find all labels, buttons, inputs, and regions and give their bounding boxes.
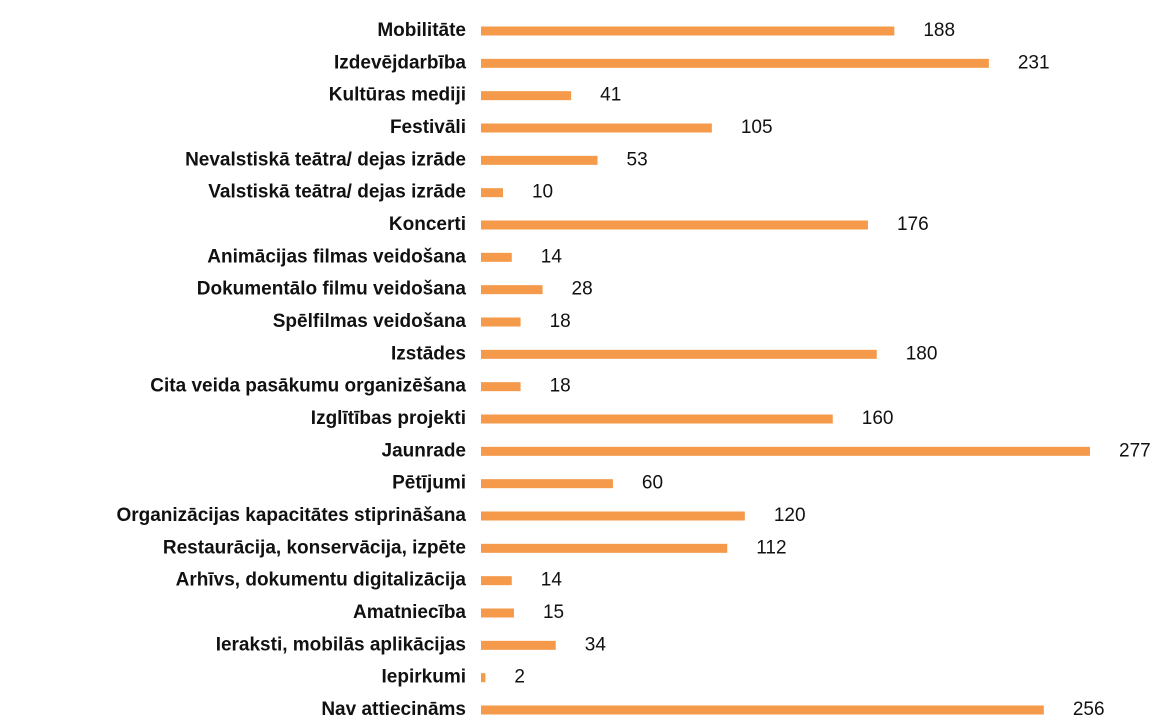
value-label: 160	[862, 408, 894, 429]
bar	[481, 220, 868, 230]
bar	[481, 188, 503, 198]
bar	[481, 705, 1044, 715]
value-label: 176	[897, 214, 929, 235]
category-label: Festivāli	[390, 117, 466, 138]
value-label: 18	[550, 376, 571, 397]
category-label: Restaurācija, konservācija, izpēte	[163, 537, 466, 558]
bar	[481, 252, 512, 262]
bar	[481, 446, 1090, 456]
category-label: Izglītības projekti	[311, 408, 466, 429]
value-label: 14	[541, 570, 563, 591]
bar	[481, 640, 556, 650]
category-label: Dokumentālo filmu veidošana	[197, 279, 467, 300]
category-label: Nevalstiskā teātra/ dejas izrāde	[185, 149, 466, 170]
value-label: 41	[600, 85, 621, 106]
value-label: 180	[906, 343, 938, 364]
value-label: 120	[774, 505, 806, 526]
category-label: Spēlfilmas veidošana	[273, 311, 467, 332]
bar	[481, 479, 613, 489]
category-label: Kultūras mediji	[329, 85, 466, 106]
value-label: 18	[550, 311, 571, 332]
category-label: Ieraksti, mobilās aplikācijas	[216, 634, 466, 655]
category-label: Izstādes	[391, 343, 466, 364]
category-label: Nav attiecināms	[321, 699, 466, 718]
value-label: 231	[1018, 52, 1050, 73]
category-label: Amatniecība	[353, 602, 466, 623]
category-label: Pētījumi	[392, 473, 466, 494]
bar	[481, 608, 514, 618]
value-label: 2	[514, 667, 525, 688]
category-label: Organizācijas kapacitātes stiprināšana	[116, 505, 466, 526]
category-label: Jaunrade	[382, 440, 466, 461]
bar	[481, 155, 598, 165]
bar	[481, 123, 712, 133]
category-label: Koncerti	[389, 214, 466, 235]
value-label: 15	[543, 602, 564, 623]
bar	[481, 414, 833, 424]
bar	[481, 317, 521, 327]
value-label: 105	[741, 117, 773, 138]
category-label: Arhīvs, dokumentu digitalizācija	[176, 570, 467, 591]
value-label: 53	[627, 149, 648, 170]
value-label: 10	[532, 182, 553, 203]
value-label: 34	[585, 634, 607, 655]
category-label: Cita veida pasākumu organizēšana	[150, 376, 466, 397]
bar	[481, 349, 877, 359]
value-label: 112	[756, 537, 786, 558]
category-label: Valstiskā teātra/ dejas izrāde	[208, 182, 466, 203]
category-label: Animācijas filmas veidošana	[207, 246, 466, 267]
bar	[481, 511, 745, 521]
value-label: 14	[541, 246, 563, 267]
bar	[481, 91, 572, 101]
category-label: Iepirkumi	[382, 667, 466, 688]
value-label: 256	[1073, 699, 1105, 718]
category-label: Izdevējdarbība	[334, 52, 466, 73]
category-label: Mobilitāte	[377, 20, 466, 41]
bar	[481, 382, 521, 392]
value-label: 28	[572, 279, 593, 300]
bar	[481, 673, 486, 683]
value-label: 277	[1119, 440, 1151, 461]
bar	[481, 543, 728, 553]
bar	[481, 26, 895, 36]
value-label: 188	[923, 20, 955, 41]
bar	[481, 285, 543, 295]
bar	[481, 576, 512, 586]
value-label: 60	[642, 473, 663, 494]
bar	[481, 58, 989, 68]
